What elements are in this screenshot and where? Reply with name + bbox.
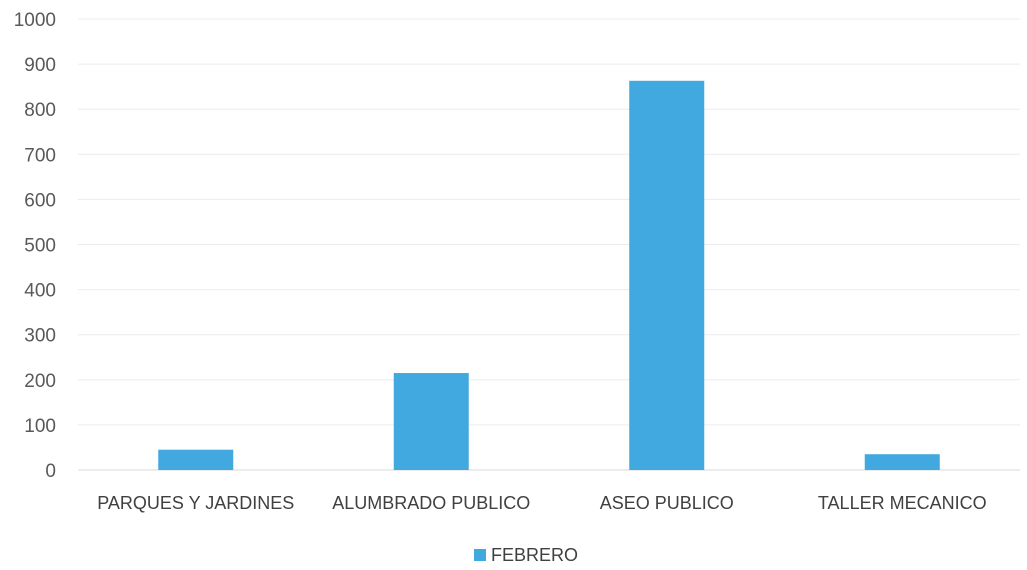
y-tick-label: 800	[24, 100, 56, 121]
x-axis: PARQUES Y JARDINES ALUMBRADO PUBLICO ASEO …	[97, 493, 986, 513]
x-category-label: ASEO PUBLICO	[600, 493, 734, 513]
legend: FEBRERO	[474, 545, 578, 565]
y-tick-label: 500	[24, 236, 56, 257]
y-tick-label: 100	[24, 416, 56, 437]
legend-label: FEBRERO	[491, 545, 578, 565]
bar	[864, 454, 940, 470]
y-tick-label: 400	[24, 281, 56, 302]
bar	[158, 449, 234, 470]
y-tick-label: 600	[24, 190, 56, 211]
gridlines	[78, 18, 1020, 471]
legend-swatch	[474, 549, 486, 561]
y-tick-label: 200	[24, 371, 56, 392]
bar	[629, 80, 705, 471]
y-tick-label: 0	[45, 461, 56, 482]
x-category-label: TALLER MECANICO	[818, 493, 987, 513]
y-tick-label: 300	[24, 326, 56, 347]
y-tick-label: 1000	[14, 10, 56, 31]
x-category-label: PARQUES Y JARDINES	[97, 493, 294, 513]
y-tick-label: 700	[24, 145, 56, 166]
y-axis: 0 100 200 300 400 500 600 700 800 900 1000	[14, 10, 56, 482]
x-category-label: ALUMBRADO PUBLICO	[332, 493, 530, 513]
y-tick-label: 900	[24, 55, 56, 76]
bars	[158, 80, 940, 471]
bar	[393, 373, 469, 470]
